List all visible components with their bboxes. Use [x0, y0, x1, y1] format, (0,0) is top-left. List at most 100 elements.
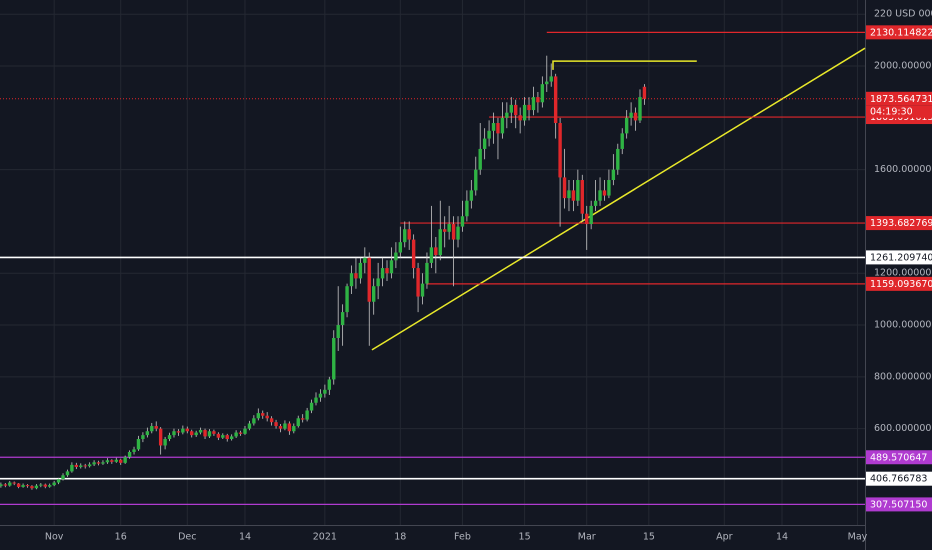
candle-body [358, 262, 363, 279]
candle-body [474, 169, 478, 191]
candle-body [545, 81, 549, 85]
candle-body [185, 428, 189, 432]
candle-body [385, 268, 389, 274]
candle-body [198, 429, 203, 433]
candle-body [318, 393, 323, 398]
candle-body [34, 485, 39, 489]
candle-body [207, 431, 212, 437]
candle-body [363, 257, 367, 263]
candle-body [429, 247, 434, 263]
current-price-label: 1873.564731 [870, 94, 932, 105]
candle-body [469, 190, 474, 201]
level-label: 1159.093670 [870, 279, 932, 290]
candle-body [349, 273, 354, 287]
candle-body [460, 216, 465, 227]
candle-body [212, 431, 216, 434]
candle-body [447, 224, 451, 232]
candle-body [598, 190, 602, 201]
y-tick-label: 600.000000 [874, 423, 931, 434]
candle-body [580, 180, 584, 214]
candle-body [443, 229, 447, 232]
candle-body [642, 86, 647, 99]
candle-body [56, 479, 61, 483]
countdown-box [866, 105, 932, 118]
level-label-box [866, 250, 932, 265]
candle-body [549, 76, 553, 82]
candle-body [354, 273, 358, 279]
candle-body [482, 138, 487, 149]
candle-body [65, 471, 70, 476]
candle-body [30, 486, 34, 489]
candle-body [278, 426, 283, 429]
candle-body [167, 435, 172, 440]
candle-body [367, 257, 371, 302]
candle-body [190, 431, 194, 436]
candle-body [229, 436, 234, 440]
candle-body [274, 422, 278, 427]
candle-body [247, 423, 252, 429]
candle-body [451, 224, 456, 240]
candle-body [39, 484, 43, 486]
candle-body [292, 426, 296, 432]
candle-body [3, 484, 8, 486]
y-tick-label: 220 USD 000 [874, 9, 932, 20]
x-tick-label: 15 [519, 532, 531, 543]
candle-body [287, 423, 292, 432]
candle-body [487, 130, 491, 139]
level-label-box [866, 276, 932, 291]
x-tick-label: Dec [178, 532, 196, 543]
candle-body [96, 462, 101, 464]
candle-body [323, 389, 327, 394]
x-tick-label: 18 [394, 532, 406, 543]
candle-body [420, 283, 425, 297]
level-label-box [866, 497, 932, 512]
candle-body [265, 415, 269, 419]
candle-body [309, 402, 314, 411]
x-tick-label: May [848, 532, 868, 543]
candle-body [114, 459, 118, 462]
level-label-box [866, 25, 932, 40]
candle-body [79, 465, 83, 467]
candle-body [172, 431, 176, 436]
level-label-box [866, 471, 932, 486]
candle-body [136, 439, 141, 450]
candle-body [238, 432, 243, 434]
candle-body [571, 190, 576, 201]
x-tick-label: 16 [115, 532, 127, 543]
candle-body [203, 429, 207, 437]
candle-body [300, 418, 305, 420]
candle-body [500, 117, 505, 134]
candle-body [478, 148, 482, 170]
y-tick-label: 1000.000000 [874, 320, 932, 331]
candle-body [243, 428, 247, 434]
level-label-box [866, 450, 932, 465]
candle-body [416, 268, 420, 297]
x-tick-label: 15 [643, 532, 655, 543]
candle-body [123, 457, 127, 463]
candle-body [553, 76, 558, 124]
y-tick-label: 800.000000 [874, 371, 931, 382]
candle-body [589, 205, 593, 225]
trendline [371, 47, 866, 351]
candle-body [394, 252, 398, 261]
candle-body [531, 97, 536, 111]
candle-body [0, 484, 3, 487]
candle-body [509, 104, 513, 113]
level-label: 1393.682769 [870, 218, 932, 229]
x-tick-label: 14 [776, 532, 788, 543]
candle-body [345, 286, 349, 313]
candle-body [633, 112, 638, 121]
level-label: 307.507150 [870, 499, 927, 510]
candle-body [611, 169, 616, 181]
candle-body [283, 423, 287, 429]
candle-body [216, 433, 221, 438]
candle-body [624, 117, 629, 134]
candle-body [194, 432, 198, 436]
candle-body [562, 177, 567, 199]
candle-body [52, 482, 56, 486]
x-tick-label: 14 [239, 532, 251, 543]
candle-body [407, 229, 411, 240]
candle-body [12, 482, 16, 484]
candle-body [380, 268, 385, 279]
candle-body [371, 286, 376, 302]
